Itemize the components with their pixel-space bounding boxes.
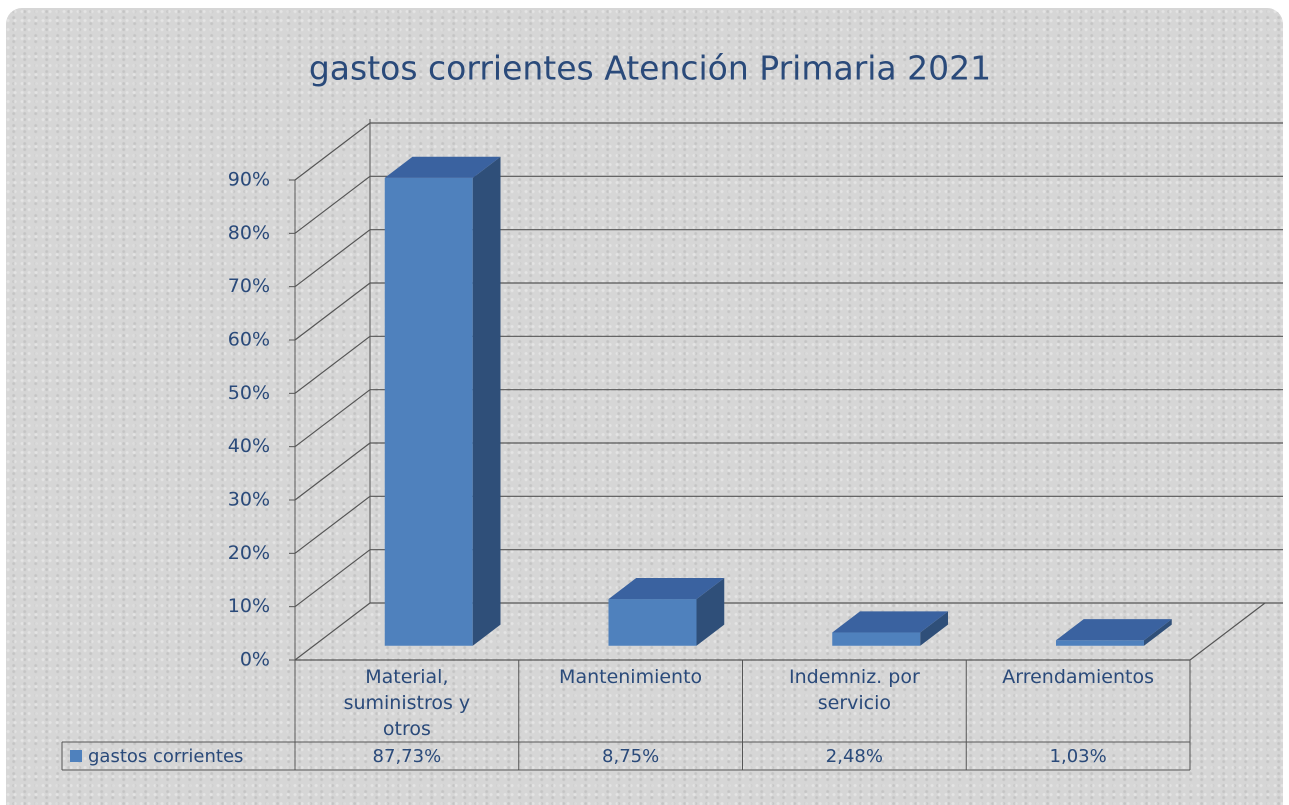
bar-front bbox=[608, 599, 697, 646]
y-tick-label: 30% bbox=[228, 489, 270, 511]
y-tick-label: 20% bbox=[228, 542, 270, 564]
legend-label: gastos corrientes bbox=[88, 746, 243, 767]
y-tick-label: 60% bbox=[228, 329, 270, 351]
value-label: 1,03% bbox=[1050, 746, 1107, 767]
y-tick-label: 80% bbox=[228, 222, 270, 244]
bar-top bbox=[832, 611, 948, 633]
value-label: 2,48% bbox=[826, 746, 883, 767]
y-tick-label: 0% bbox=[240, 649, 270, 671]
bar-side bbox=[472, 156, 501, 646]
bar-top bbox=[608, 577, 725, 600]
y-tick-label: 10% bbox=[228, 595, 270, 617]
bar-front bbox=[1056, 640, 1144, 646]
value-label: 8,75% bbox=[602, 746, 659, 767]
bar-top bbox=[384, 156, 501, 178]
bar-top bbox=[1056, 619, 1172, 641]
y-tick-label: 90% bbox=[228, 169, 270, 191]
bar-side bbox=[920, 611, 948, 646]
legend-swatch bbox=[70, 750, 82, 762]
category-label: Material, suministros y otros bbox=[343, 666, 471, 740]
category-label: Mantenimiento bbox=[559, 666, 703, 688]
chart-title: gastos corrientes Atención Primaria 2021 bbox=[309, 49, 991, 88]
category-label: Arrendamientos bbox=[1002, 666, 1155, 688]
y-tick-label: 70% bbox=[228, 275, 270, 297]
value-label: 87,73% bbox=[373, 746, 442, 767]
bar-front bbox=[384, 177, 473, 646]
bar-side bbox=[696, 577, 725, 646]
y-tick-label: 50% bbox=[228, 382, 270, 404]
chart-area: gastos corrientes Atención Primaria 2021… bbox=[6, 8, 1283, 805]
category-label: Indemniz. por servicio bbox=[788, 666, 920, 714]
chart: gastos corrientes Atención Primaria 2021… bbox=[61, 49, 1283, 771]
bar-front bbox=[832, 632, 921, 646]
bar-side bbox=[1144, 619, 1172, 646]
y-tick-label: 40% bbox=[228, 435, 270, 457]
